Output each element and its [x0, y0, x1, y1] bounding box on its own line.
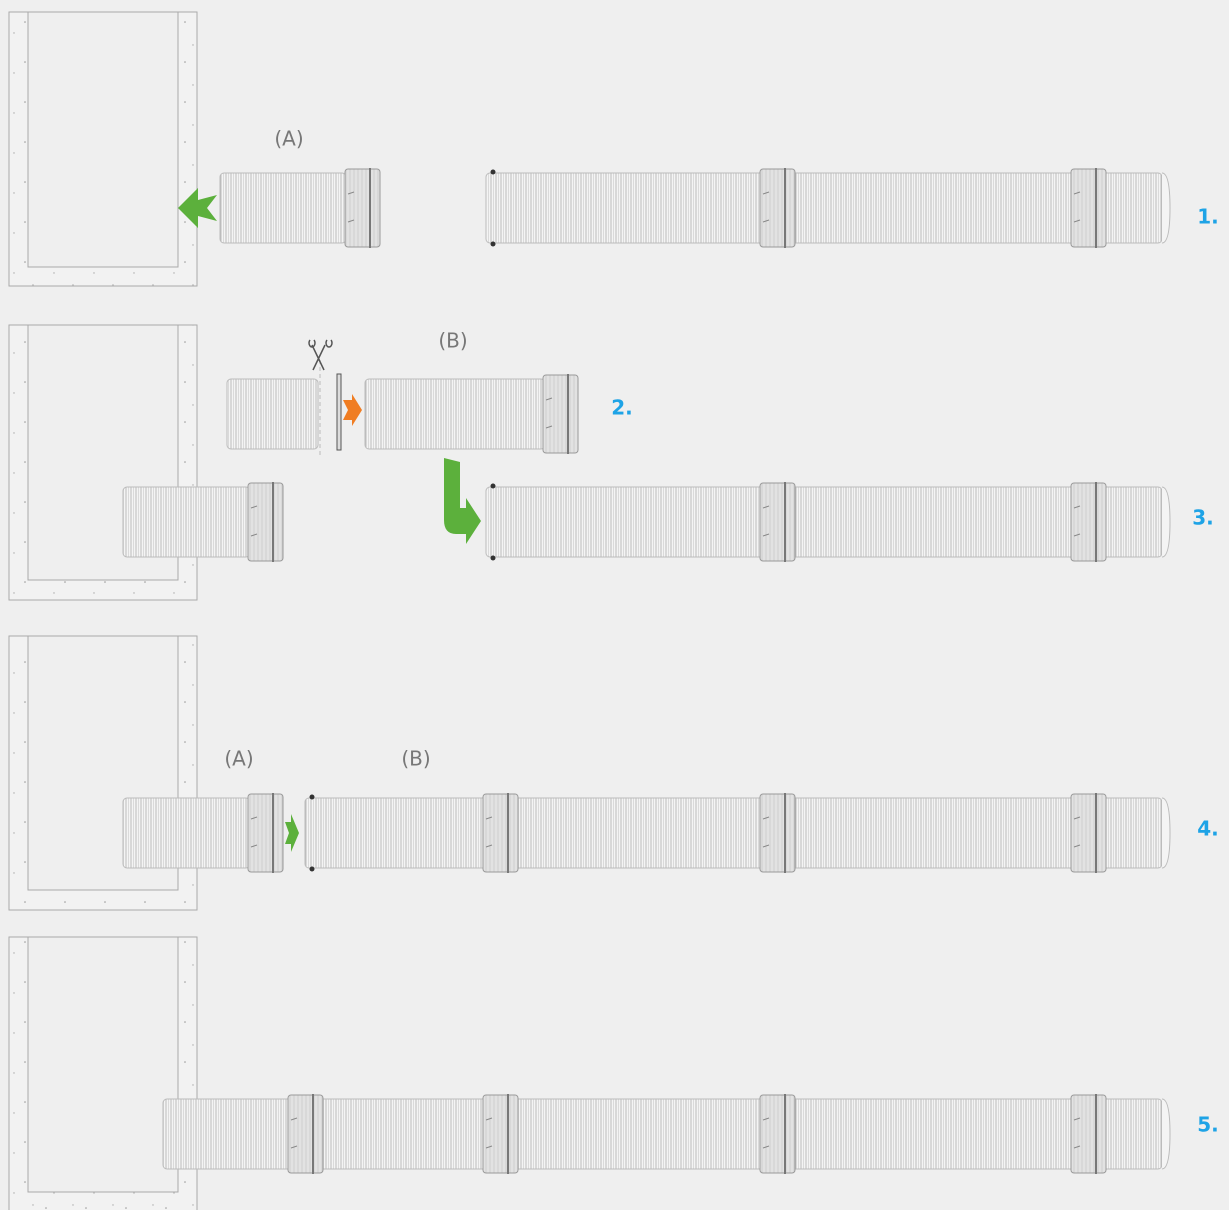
- tick: [762, 505, 770, 509]
- pipe-end: [1161, 172, 1171, 244]
- pipe-body: [485, 486, 1163, 558]
- tick: [250, 533, 258, 537]
- manhole-wall: [8, 324, 198, 601]
- tick: [485, 844, 493, 848]
- label-b: (B): [401, 747, 430, 771]
- coupler: [247, 793, 284, 873]
- tick: [762, 219, 770, 223]
- coupler: [759, 1094, 796, 1174]
- tick: [1073, 191, 1081, 195]
- tick: [347, 191, 355, 195]
- seal-dot: [490, 241, 496, 247]
- tick: [1073, 505, 1081, 509]
- step-number: 1.: [1197, 205, 1219, 229]
- coupler: [344, 168, 381, 248]
- label-a: (A): [224, 747, 253, 771]
- arrow-right: [343, 394, 362, 426]
- label-a: (A): [274, 127, 303, 151]
- tick: [1073, 844, 1081, 848]
- pipe: [122, 793, 284, 873]
- pipe-body: [364, 378, 546, 450]
- tick: [1073, 219, 1081, 223]
- tick: [485, 1145, 493, 1149]
- coupler: [542, 374, 579, 454]
- tick: [762, 844, 770, 848]
- pipe-body: [304, 797, 1163, 869]
- pipe: [219, 168, 381, 248]
- seal-dot: [490, 169, 496, 175]
- manhole-wall: [8, 11, 198, 287]
- tick: [762, 816, 770, 820]
- arrow-left: [178, 188, 217, 228]
- tick: [485, 816, 493, 820]
- tick: [1073, 816, 1081, 820]
- tick: [1073, 1145, 1081, 1149]
- tick: [762, 191, 770, 195]
- arrow-right: [285, 814, 299, 852]
- pipe: [364, 374, 579, 454]
- step-number: 4.: [1197, 817, 1219, 841]
- pipe: [485, 168, 1171, 248]
- pipe: [485, 482, 1171, 562]
- seal-dot: [309, 794, 315, 800]
- tick: [250, 505, 258, 509]
- tick: [250, 816, 258, 820]
- tick: [485, 1117, 493, 1121]
- pipe-body: [122, 797, 251, 869]
- tick: [1073, 1117, 1081, 1121]
- manhole-wall: [8, 936, 198, 1210]
- tick: [347, 219, 355, 223]
- tick: [290, 1117, 298, 1121]
- pipe-end: [1161, 1098, 1171, 1170]
- pipe-body: [226, 378, 319, 450]
- coupler: [482, 793, 519, 873]
- pipe: [122, 482, 284, 562]
- tick: [290, 1145, 298, 1149]
- coupler: [1070, 1094, 1107, 1174]
- seal-dot: [490, 483, 496, 489]
- coupler: [1070, 793, 1107, 873]
- coupler: [482, 1094, 519, 1174]
- step-number: 2.: [611, 396, 633, 420]
- coupler: [247, 482, 284, 562]
- tick: [762, 533, 770, 537]
- tick: [1073, 533, 1081, 537]
- scissors: [308, 339, 333, 371]
- pipe-body: [485, 172, 1163, 244]
- seal-dot: [309, 866, 315, 872]
- tick: [545, 425, 553, 429]
- tick: [762, 1145, 770, 1149]
- manhole-wall: [8, 635, 198, 911]
- label-b: (B): [438, 329, 467, 353]
- pipe: [304, 793, 1171, 873]
- coupler: [759, 482, 796, 562]
- tick: [250, 844, 258, 848]
- coupler: [759, 168, 796, 248]
- tick: [762, 1117, 770, 1121]
- pipe: [226, 378, 319, 450]
- step-number: 5.: [1197, 1113, 1219, 1137]
- pipe-end: [1161, 486, 1171, 558]
- pipe-end: [1161, 797, 1171, 869]
- step-number: 3.: [1192, 506, 1214, 530]
- coupler: [1070, 482, 1107, 562]
- pipe-body: [122, 486, 251, 558]
- arrow-turn: [444, 458, 481, 544]
- coupler: [759, 793, 796, 873]
- seal-dot: [490, 555, 496, 561]
- seal-ring: [336, 373, 342, 451]
- tick: [545, 397, 553, 401]
- pipe: [162, 1094, 1171, 1174]
- pipe-body: [219, 172, 347, 244]
- coupler: [287, 1094, 324, 1174]
- coupler: [1070, 168, 1107, 248]
